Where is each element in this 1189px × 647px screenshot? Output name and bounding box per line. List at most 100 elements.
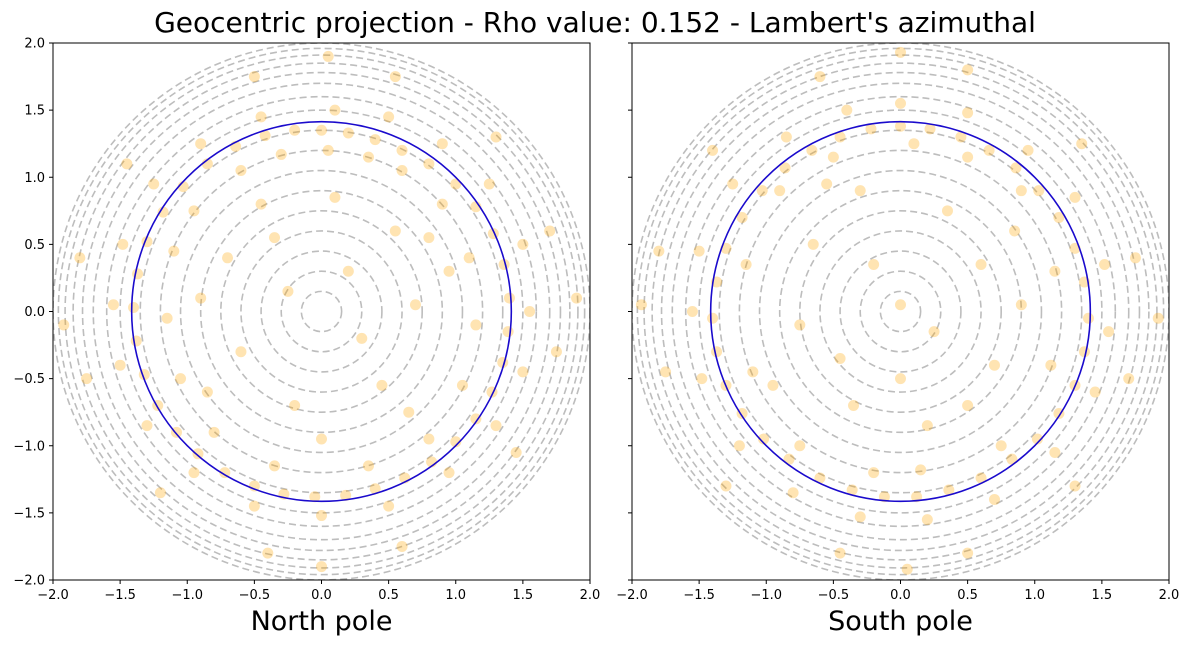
south-pole-point xyxy=(962,107,974,119)
north-pole-point xyxy=(490,420,502,432)
south-pole-point xyxy=(1031,433,1043,445)
north-pole-point xyxy=(383,500,395,512)
north-pole-point xyxy=(107,299,119,311)
north-pole-grid-circle xyxy=(92,82,551,541)
north-pole-point xyxy=(423,158,435,170)
south-pole-point xyxy=(988,359,1000,371)
north-pole-point xyxy=(450,436,462,448)
south-pole-point xyxy=(911,491,923,503)
south-pole-point xyxy=(794,319,806,331)
north-pole-point xyxy=(423,433,435,445)
north-pole-grid-circle xyxy=(57,47,586,576)
south-pole-point xyxy=(774,185,786,197)
north-pole-xtick-label: 0.5 xyxy=(378,588,399,603)
north-pole-point xyxy=(503,292,515,304)
north-pole-xtick-label: −1.5 xyxy=(104,588,136,603)
north-pole-grid-circle xyxy=(199,189,444,434)
south-pole-point xyxy=(1049,446,1061,458)
north-pole-xtick-label: 0.0 xyxy=(311,588,332,603)
north-pole-grid-circle xyxy=(72,62,571,561)
south-pole-point xyxy=(814,472,826,484)
south-pole-point xyxy=(1089,386,1101,398)
north-pole-point xyxy=(117,238,129,250)
south-pole-point xyxy=(928,326,940,338)
north-pole-grid-circle xyxy=(240,230,403,393)
south-pole-grid-circle xyxy=(778,189,1023,434)
south-pole-point xyxy=(895,46,906,58)
south-pole-point xyxy=(995,440,1007,452)
north-pole-ytick-label: −1.0 xyxy=(13,439,45,454)
north-pole-point xyxy=(235,165,247,177)
south-pole-point xyxy=(1152,312,1164,324)
south-pole-xtick-label: −1.5 xyxy=(683,588,715,603)
south-pole-point xyxy=(895,299,906,311)
south-pole-y-ticks xyxy=(628,42,632,581)
north-pole-point xyxy=(463,252,475,264)
north-pole-point xyxy=(81,373,93,385)
north-pole-point xyxy=(362,460,374,472)
north-pole-point xyxy=(259,130,271,142)
north-pole-point xyxy=(157,206,169,218)
south-pole-grid-circle xyxy=(819,230,982,393)
north-pole-point xyxy=(396,165,408,177)
north-pole-point xyxy=(456,379,468,391)
north-pole-point xyxy=(195,138,207,150)
north-pole-point xyxy=(544,225,556,237)
north-pole-ytick-label: 0.5 xyxy=(24,238,45,253)
north-pole-point xyxy=(114,359,126,371)
north-pole-point xyxy=(342,127,354,139)
north-pole-point xyxy=(269,460,281,472)
north-pole-point xyxy=(340,489,352,501)
south-pole-point xyxy=(868,259,880,271)
north-pole-point xyxy=(248,500,260,512)
north-pole-ytick-label: −2.0 xyxy=(13,574,45,589)
north-pole-xtick-label: 1.5 xyxy=(513,588,534,603)
north-pole-point xyxy=(329,104,341,116)
south-pole-grid-circle xyxy=(859,270,942,353)
south-pole-grid-circle xyxy=(636,47,1165,576)
south-pole-point xyxy=(895,97,906,109)
north-pole-point xyxy=(342,265,354,277)
south-pole-point xyxy=(814,71,826,83)
south-pole-point xyxy=(806,144,818,156)
south-pole-grid-circle xyxy=(660,71,1141,552)
south-pole-point xyxy=(707,144,719,156)
north-pole-ytick-label: 1.0 xyxy=(24,171,45,186)
south-pole-unit-circle xyxy=(709,120,1092,503)
north-pole-grid-circle xyxy=(159,149,484,474)
north-pole-ytick-label: 0.0 xyxy=(24,305,45,320)
north-pole-point xyxy=(369,483,381,495)
south-pole-point xyxy=(962,64,974,76)
south-pole-grid-circle xyxy=(839,250,962,373)
figure-title: Geocentric projection - Rho value: 0.152… xyxy=(154,6,1036,39)
north-pole-point xyxy=(316,433,327,445)
north-pole-plot: −2.0 −1.5 −1.0 −0.5 0.0 0.5 1.0 1.5 2.0 −2.0 −1.5… xyxy=(13,37,600,638)
north-pole-point xyxy=(130,335,142,347)
south-pole-point xyxy=(787,487,799,499)
south-pole-point xyxy=(834,547,846,559)
north-pole-point xyxy=(222,252,234,264)
north-pole-point xyxy=(201,386,213,398)
south-pole-point xyxy=(783,453,795,465)
south-pole-point xyxy=(635,299,647,311)
north-pole-point xyxy=(188,467,200,479)
south-pole-xtick-label: −1.0 xyxy=(750,588,782,603)
north-pole-grid-circle xyxy=(300,290,343,333)
north-pole-point xyxy=(510,446,522,458)
north-pole-point xyxy=(362,151,374,163)
south-pole-grid-circle xyxy=(879,290,922,333)
south-pole-point xyxy=(1099,259,1111,271)
north-pole-grid-circle xyxy=(81,71,562,552)
south-pole-point xyxy=(1010,162,1022,174)
north-pole-point xyxy=(409,299,421,311)
south-pole-point xyxy=(693,245,705,257)
south-pole-xtick-label: 1.0 xyxy=(1024,588,1045,603)
north-pole-point xyxy=(571,292,583,304)
north-pole-point xyxy=(376,379,388,391)
north-pole-ytick-label: −1.5 xyxy=(13,506,45,521)
north-pole-xtick-label: 2.0 xyxy=(580,588,601,603)
south-pole-point xyxy=(1053,212,1065,224)
south-pole-point xyxy=(707,312,719,324)
north-pole-point xyxy=(74,252,86,264)
south-pole-grid-circle xyxy=(671,82,1130,541)
